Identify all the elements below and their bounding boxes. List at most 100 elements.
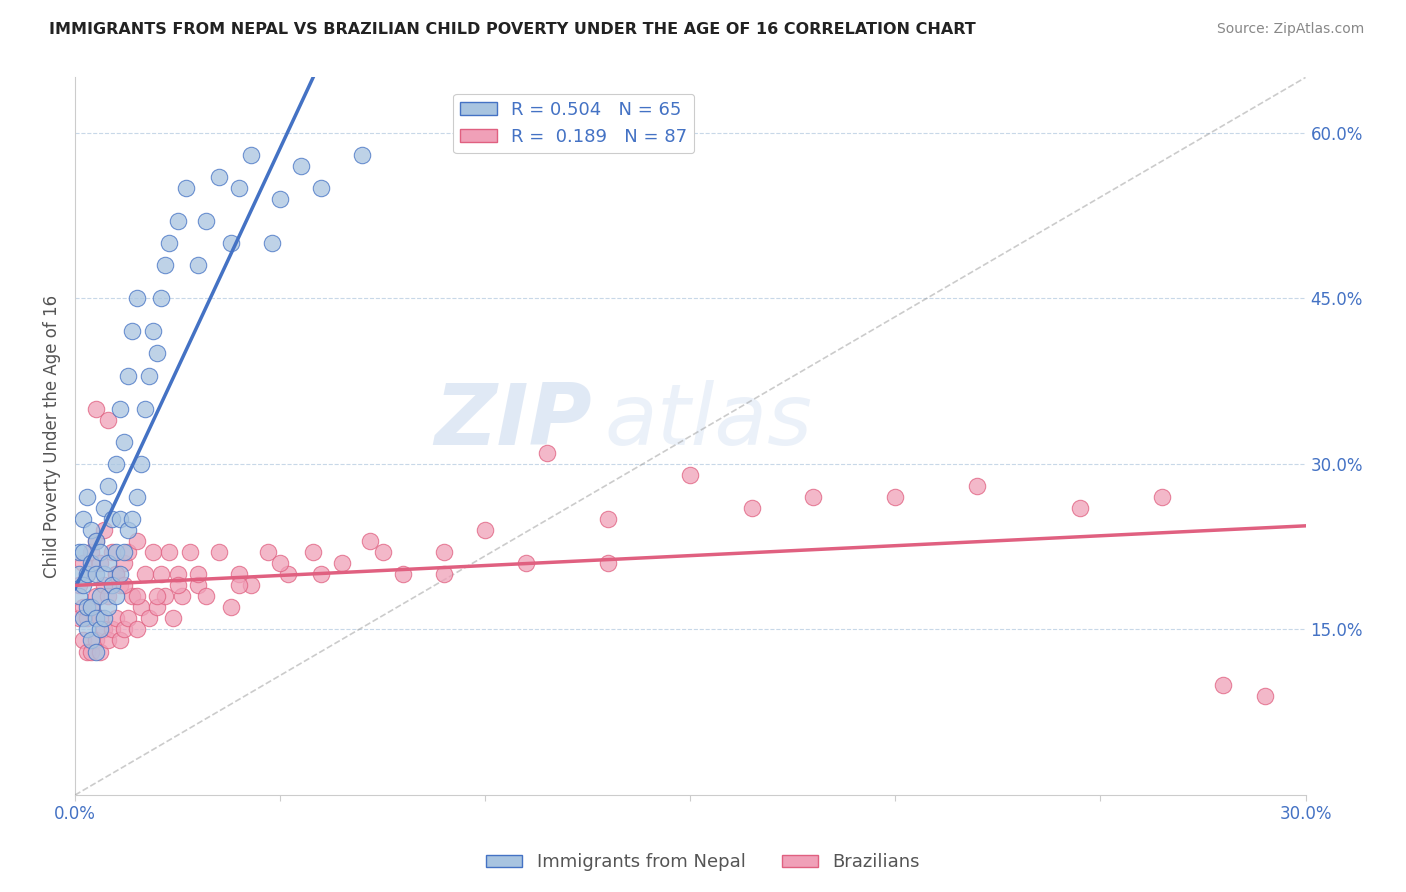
Point — [741, 501, 763, 516]
Point — [240, 147, 263, 161]
Point — [125, 490, 148, 504]
Point — [108, 567, 131, 582]
Point — [170, 590, 193, 604]
Point — [260, 235, 283, 250]
Point — [309, 181, 332, 195]
Point — [150, 567, 173, 582]
Point — [433, 567, 456, 582]
Point — [352, 147, 374, 161]
Point — [138, 611, 160, 625]
Point — [80, 556, 103, 570]
Point — [76, 600, 98, 615]
Point — [112, 434, 135, 449]
Point — [195, 214, 218, 228]
Point — [89, 545, 111, 559]
Point — [256, 545, 278, 559]
Point — [112, 545, 135, 559]
Point — [884, 490, 907, 504]
Point — [679, 467, 702, 482]
Text: atlas: atlas — [605, 380, 813, 464]
Point — [67, 590, 90, 604]
Point — [162, 611, 184, 625]
Point — [155, 590, 177, 604]
Point — [187, 258, 209, 272]
Point — [269, 556, 291, 570]
Legend: R = 0.504   N = 65, R =  0.189   N = 87: R = 0.504 N = 65, R = 0.189 N = 87 — [453, 94, 695, 153]
Point — [93, 567, 115, 582]
Point — [89, 611, 111, 625]
Point — [76, 567, 98, 582]
Point — [112, 556, 135, 570]
Point — [97, 600, 120, 615]
Point — [105, 457, 128, 471]
Point — [97, 590, 120, 604]
Point — [129, 457, 152, 471]
Point — [277, 567, 299, 582]
Point — [474, 523, 496, 537]
Point — [359, 534, 381, 549]
Point — [89, 590, 111, 604]
Point — [72, 512, 94, 526]
Point — [72, 556, 94, 570]
Point — [174, 181, 197, 195]
Point — [76, 644, 98, 658]
Point — [67, 567, 90, 582]
Point — [195, 590, 218, 604]
Point — [101, 512, 124, 526]
Point — [72, 545, 94, 559]
Point — [228, 578, 250, 592]
Point — [108, 401, 131, 416]
Point — [134, 401, 156, 416]
Point — [134, 567, 156, 582]
Point — [84, 401, 107, 416]
Point — [72, 611, 94, 625]
Text: ZIP: ZIP — [434, 380, 592, 464]
Point — [157, 235, 180, 250]
Point — [166, 578, 188, 592]
Point — [84, 567, 107, 582]
Point — [67, 578, 90, 592]
Legend: Immigrants from Nepal, Brazilians: Immigrants from Nepal, Brazilians — [479, 847, 927, 879]
Point — [84, 644, 107, 658]
Point — [101, 545, 124, 559]
Point — [105, 567, 128, 582]
Point — [121, 512, 143, 526]
Point — [219, 600, 242, 615]
Point — [129, 600, 152, 615]
Point — [105, 611, 128, 625]
Point — [146, 600, 169, 615]
Point — [97, 633, 120, 648]
Point — [105, 545, 128, 559]
Point — [309, 567, 332, 582]
Point — [228, 181, 250, 195]
Point — [1150, 490, 1173, 504]
Point — [187, 567, 209, 582]
Point — [84, 633, 107, 648]
Point — [146, 346, 169, 360]
Point — [89, 644, 111, 658]
Point — [84, 611, 107, 625]
Point — [101, 578, 124, 592]
Point — [80, 545, 103, 559]
Point — [117, 545, 139, 559]
Point — [93, 623, 115, 637]
Point — [155, 258, 177, 272]
Point — [515, 556, 537, 570]
Point — [142, 545, 165, 559]
Point — [290, 159, 312, 173]
Point — [117, 611, 139, 625]
Point — [125, 623, 148, 637]
Point — [112, 578, 135, 592]
Point — [117, 368, 139, 383]
Point — [392, 567, 415, 582]
Point — [93, 523, 115, 537]
Point — [150, 291, 173, 305]
Point — [80, 644, 103, 658]
Point — [117, 523, 139, 537]
Text: Source: ZipAtlas.com: Source: ZipAtlas.com — [1216, 22, 1364, 37]
Point — [966, 479, 988, 493]
Point — [166, 214, 188, 228]
Point — [269, 192, 291, 206]
Point — [121, 324, 143, 338]
Point — [240, 578, 263, 592]
